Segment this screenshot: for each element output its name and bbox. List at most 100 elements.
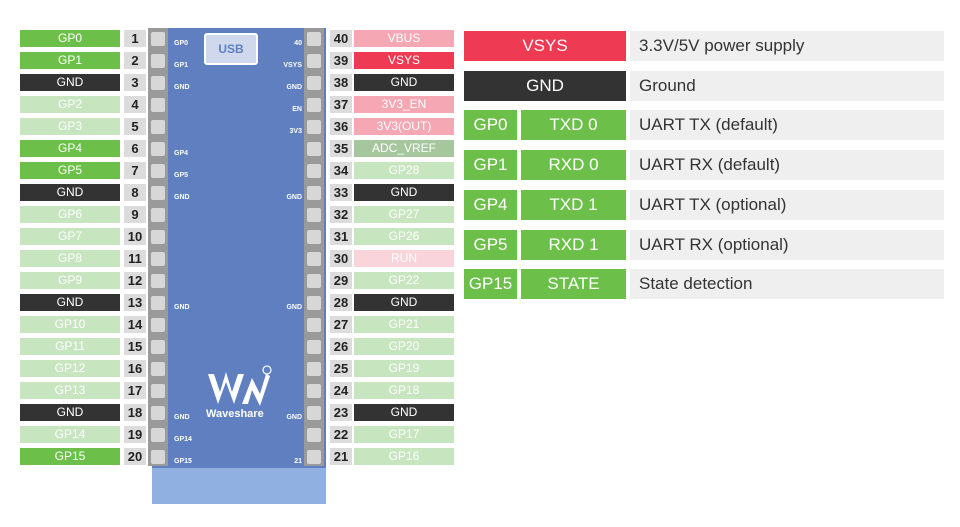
legend-function-cell: TXD 1 [521, 189, 626, 220]
header-pin [151, 120, 165, 134]
header-pin [307, 362, 321, 376]
left-header [148, 28, 168, 466]
pin-number: 34 [330, 162, 352, 179]
pin-number: 20 [124, 448, 146, 465]
pin-number: 8 [124, 184, 146, 201]
silkscreen-label: GP1 [174, 62, 189, 69]
silkscreen-label: GP4 [174, 150, 189, 157]
silkscreen-label: GND [174, 414, 190, 421]
silkscreen-label: 40 [294, 40, 302, 47]
pin-number: 36 [330, 118, 352, 135]
pin-label: GP26 [354, 228, 454, 245]
silkscreen-label: GP0 [174, 40, 189, 47]
pin-label: GP20 [354, 338, 454, 355]
pin-number: 16 [124, 360, 146, 377]
pin-number: 13 [124, 294, 146, 311]
pin-number: 15 [124, 338, 146, 355]
pin-label: GP11 [20, 338, 120, 355]
silkscreen-label: 3V3 [289, 128, 302, 135]
pcb-bottom-edge [152, 468, 326, 504]
pin-label: GP8 [20, 250, 120, 267]
header-pin [151, 450, 165, 464]
legend-pin-cell: GP1 [464, 150, 517, 181]
pin-label: GP5 [20, 162, 120, 179]
pin-number: 37 [330, 96, 352, 113]
header-pin [307, 450, 321, 464]
legend-pin-cell: GP0 [464, 110, 517, 141]
pin-label: GP4 [20, 140, 120, 157]
pin-number: 29 [330, 272, 352, 289]
pin-label: GND [20, 404, 120, 421]
legend-function-cell: RXD 1 [521, 229, 626, 260]
header-pin [307, 76, 321, 90]
pin-label: GP13 [20, 382, 120, 399]
header-pin [151, 252, 165, 266]
pin-label: GP22 [354, 272, 454, 289]
legend-pin-cell: GND [464, 70, 626, 101]
pin-label: VBUS [354, 30, 454, 47]
pin-label: GND [20, 294, 120, 311]
pin-label: GP1 [20, 52, 120, 69]
silkscreen-label: GP15 [174, 458, 192, 465]
pin-number: 38 [330, 74, 352, 91]
legend-pin-cell: GP15 [464, 269, 517, 300]
header-pin [307, 208, 321, 222]
pin-label: GP10 [20, 316, 120, 333]
pin-label: GND [354, 404, 454, 421]
pin-label: ADC_VREF [354, 140, 454, 157]
pin-number: 32 [330, 206, 352, 223]
silkscreen-label: EN [292, 106, 302, 113]
pin-label: GP2 [20, 96, 120, 113]
header-pin [151, 208, 165, 222]
legend-description: UART RX (optional) [630, 229, 944, 260]
silkscreen-label: GP5 [174, 172, 189, 179]
legend-function-cell: STATE [521, 269, 626, 300]
pin-number: 28 [330, 294, 352, 311]
header-pin [151, 142, 165, 156]
pin-number: 31 [330, 228, 352, 245]
pin-label: GP16 [354, 448, 454, 465]
pin-label: GP12 [20, 360, 120, 377]
pin-label: GP17 [354, 426, 454, 443]
legend-description: UART TX (optional) [630, 189, 944, 220]
pin-label: GP18 [354, 382, 454, 399]
waveshare-logo-icon [208, 365, 272, 406]
header-pin [307, 98, 321, 112]
header-pin [307, 32, 321, 46]
header-pin [151, 428, 165, 442]
pin-label: GND [20, 184, 120, 201]
pin-number: 3 [124, 74, 146, 91]
header-pin [307, 54, 321, 68]
pin-number: 19 [124, 426, 146, 443]
pin-number: 39 [330, 52, 352, 69]
pin-number: 27 [330, 316, 352, 333]
header-pin [151, 296, 165, 310]
header-pin [307, 230, 321, 244]
pin-number: 7 [124, 162, 146, 179]
header-pin [307, 142, 321, 156]
pin-number: 9 [124, 206, 146, 223]
header-pin [151, 230, 165, 244]
pin-number: 40 [330, 30, 352, 47]
pin-label: GP9 [20, 272, 120, 289]
pin-number: 2 [124, 52, 146, 69]
pin-number: 4 [124, 96, 146, 113]
pico-board: USB Waveshare GP0 GP1 GND GP4 GP5 GND GND GND GP… [148, 28, 330, 504]
legend-description: 3.3V/5V power supply [630, 31, 944, 61]
pin-label: RUN [354, 250, 454, 267]
legend-description: State detection [630, 269, 944, 300]
pin-label: GND [20, 74, 120, 91]
silkscreen-label: GND [286, 414, 302, 421]
pin-label: GP27 [354, 206, 454, 223]
pin-number: 12 [124, 272, 146, 289]
header-pin [307, 164, 321, 178]
header-pin [307, 296, 321, 310]
silkscreen-label: VSYS [283, 62, 302, 69]
silkscreen-label: GP14 [174, 436, 192, 443]
silkscreen-label: GND [174, 194, 190, 201]
header-pin [151, 274, 165, 288]
pin-number: 25 [330, 360, 352, 377]
pin-label: GP14 [20, 426, 120, 443]
silkscreen-label: GND [286, 194, 302, 201]
header-pin [151, 76, 165, 90]
